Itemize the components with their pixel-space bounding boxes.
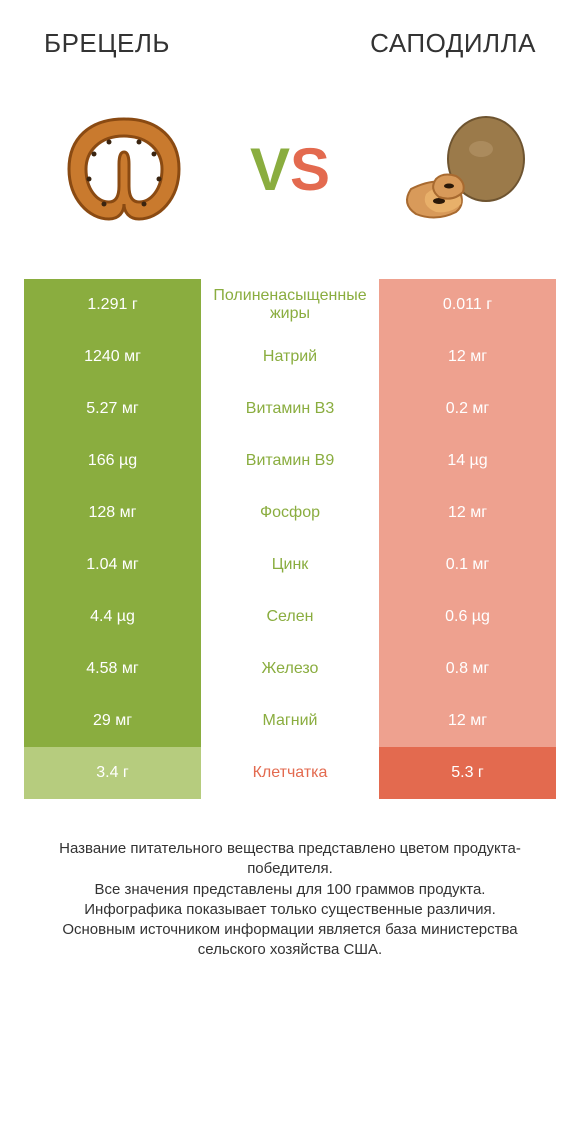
cell-nutrient-label: Витамин B3 bbox=[201, 383, 379, 435]
vs-s: S bbox=[290, 135, 330, 204]
table-row: 1240 мгНатрий12 мг bbox=[24, 331, 556, 383]
footer-note: Название питательного вещества представл… bbox=[0, 799, 580, 961]
title-left: БРЕЦЕЛЬ bbox=[44, 28, 170, 59]
cell-left-value: 1240 мг bbox=[24, 331, 201, 383]
cell-right-value: 12 мг bbox=[379, 331, 556, 383]
footer-text: Название питательного вещества представл… bbox=[59, 840, 521, 958]
cell-right-value: 12 мг bbox=[379, 487, 556, 539]
cell-left-value: 166 µg bbox=[24, 435, 201, 487]
header: БРЕЦЕЛЬ САПОДИЛЛА bbox=[0, 0, 580, 59]
vs-v: V bbox=[250, 135, 290, 204]
cell-left-value: 1.291 г bbox=[24, 279, 201, 331]
table-row: 5.27 мгВитамин B30.2 мг bbox=[24, 383, 556, 435]
cell-nutrient-label: Витамин B9 bbox=[201, 435, 379, 487]
cell-left-value: 4.58 мг bbox=[24, 643, 201, 695]
cell-nutrient-label: Фосфор bbox=[201, 487, 379, 539]
cell-right-value: 0.1 мг bbox=[379, 539, 556, 591]
pretzel-icon bbox=[44, 89, 204, 249]
cell-right-value: 0.011 г bbox=[379, 279, 556, 331]
table-row: 4.4 µgСелен0.6 µg bbox=[24, 591, 556, 643]
vs-label: VS bbox=[250, 135, 330, 204]
cell-nutrient-label: Магний bbox=[201, 695, 379, 747]
title-right: САПОДИЛЛА bbox=[370, 28, 536, 59]
table-row: 1.291 гПолиненасыщенные жиры0.011 г bbox=[24, 279, 556, 331]
cell-left-value: 128 мг bbox=[24, 487, 201, 539]
cell-left-value: 3.4 г bbox=[24, 747, 201, 799]
table-row: 128 мгФосфор12 мг bbox=[24, 487, 556, 539]
cell-right-value: 0.2 мг bbox=[379, 383, 556, 435]
cell-right-value: 5.3 г bbox=[379, 747, 556, 799]
table-row: 3.4 гКлетчатка5.3 г bbox=[24, 747, 556, 799]
cell-nutrient-label: Натрий bbox=[201, 331, 379, 383]
cell-right-value: 14 µg bbox=[379, 435, 556, 487]
cell-right-value: 0.6 µg bbox=[379, 591, 556, 643]
cell-left-value: 4.4 µg bbox=[24, 591, 201, 643]
table-row: 1.04 мгЦинк0.1 мг bbox=[24, 539, 556, 591]
cell-nutrient-label: Селен bbox=[201, 591, 379, 643]
comparison-table: 1.291 гПолиненасыщенные жиры0.011 г1240 … bbox=[24, 279, 556, 799]
cell-nutrient-label: Железо bbox=[201, 643, 379, 695]
table-row: 29 мгМагний12 мг bbox=[24, 695, 556, 747]
table-row: 4.58 мгЖелезо0.8 мг bbox=[24, 643, 556, 695]
cell-right-value: 12 мг bbox=[379, 695, 556, 747]
cell-left-value: 29 мг bbox=[24, 695, 201, 747]
cell-right-value: 0.8 мг bbox=[379, 643, 556, 695]
cell-left-value: 5.27 мг bbox=[24, 383, 201, 435]
cell-left-value: 1.04 мг bbox=[24, 539, 201, 591]
images-row: VS bbox=[0, 59, 580, 279]
cell-nutrient-label: Полиненасыщенные жиры bbox=[201, 279, 379, 331]
table-row: 166 µgВитамин B914 µg bbox=[24, 435, 556, 487]
cell-nutrient-label: Цинк bbox=[201, 539, 379, 591]
sapodilla-icon bbox=[376, 89, 536, 249]
cell-nutrient-label: Клетчатка bbox=[201, 747, 379, 799]
